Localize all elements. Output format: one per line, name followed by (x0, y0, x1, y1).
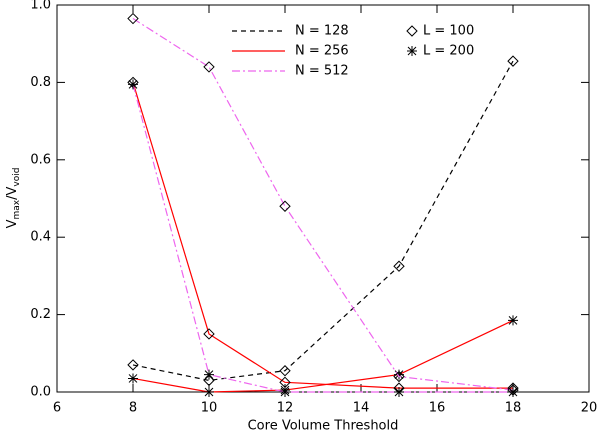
data-point (203, 61, 215, 73)
data-point (127, 359, 139, 371)
y-label-part: /V (5, 187, 20, 200)
legend-label: N = 128 (295, 24, 349, 39)
y-label-sub: void (12, 168, 22, 187)
x-tick-label: 20 (581, 401, 598, 416)
y-tick-label: 0.6 (30, 152, 51, 167)
y-label-part: V (5, 219, 20, 228)
x-tick-label: 14 (353, 401, 370, 416)
x-tick-label: 12 (277, 401, 294, 416)
data-point (204, 369, 214, 380)
legend-label: L = 100 (423, 24, 474, 39)
y-tick-label: 1.0 (30, 0, 51, 13)
data-point (203, 374, 215, 387)
series-line (132, 82, 513, 389)
data-point (393, 260, 405, 272)
data-point (204, 387, 214, 397)
x-tick-label: 8 (129, 401, 137, 416)
y-axis-label: Vmax/Vvoid (5, 168, 22, 229)
y-tick-label: 0.2 (30, 307, 51, 322)
data-point (394, 369, 404, 380)
series-line (132, 60, 514, 381)
legend-marker (407, 46, 417, 56)
legend-label: N = 512 (295, 64, 349, 79)
data-point (279, 200, 291, 212)
series-line (132, 319, 514, 393)
series-line (132, 84, 513, 393)
data-point (128, 373, 138, 384)
data-point (394, 387, 404, 397)
data-point (128, 79, 138, 90)
series-line (132, 18, 514, 391)
y-tick-label: 0.0 (30, 385, 51, 400)
data-point (279, 365, 291, 377)
legend-marker (406, 25, 418, 37)
x-axis-label: Core Volume Threshold (248, 419, 399, 434)
legend-label: N = 256 (295, 44, 349, 59)
data-point (280, 387, 290, 397)
data-point (507, 55, 519, 67)
x-tick-label: 18 (505, 401, 522, 416)
x-tick-label: 16 (429, 401, 446, 416)
data-point (508, 387, 518, 397)
data-point (393, 370, 405, 383)
x-tick-label: 6 (53, 401, 61, 416)
y-tick-label: 0.4 (30, 230, 51, 245)
y-tick-label: 0.8 (30, 75, 51, 90)
x-tick-label: 10 (201, 401, 218, 416)
y-label-sub: max (12, 199, 22, 219)
data-point (508, 315, 518, 326)
legend-label: L = 200 (423, 44, 474, 59)
data-point (127, 12, 139, 25)
data-point (203, 328, 215, 340)
